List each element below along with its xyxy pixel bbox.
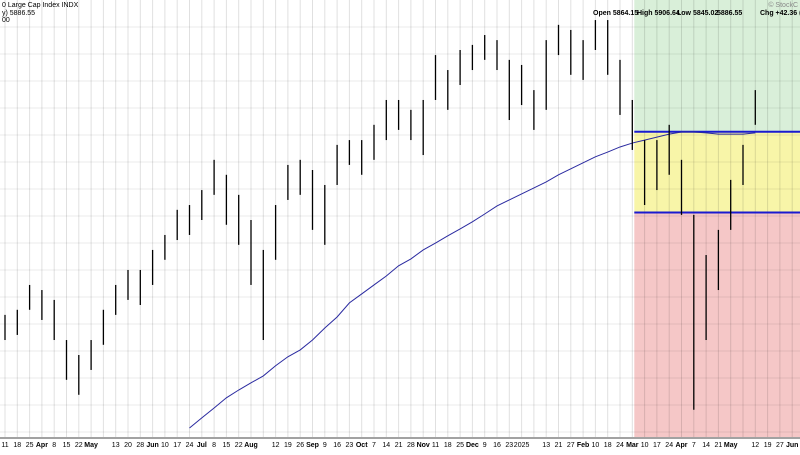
legend-line: 00 [2,17,10,24]
x-tick-label: 23 [346,442,354,449]
legend-line: y) 5886.55 [2,10,35,17]
x-tick-label: 28 [407,442,415,449]
x-tick-label: 22 [75,442,83,449]
x-tick-label: Apr [36,442,48,449]
x-tick-label: 8 [52,442,56,449]
x-tick-label: Feb [577,442,589,449]
x-tick-label: 26 [296,442,304,449]
x-tick-label: 9 [323,442,327,449]
x-tick-label: Jun [786,442,798,449]
grid [0,0,800,437]
header-field: 5886.55 [717,10,742,17]
x-tick-label: 2025 [514,442,530,449]
x-tick-label: 11 [432,442,439,449]
zones [634,0,800,437]
x-tick-label: 15 [63,442,71,449]
marks [4,20,800,429]
x-tick-label: 21 [555,442,563,449]
x-tick-label: 27 [776,442,784,449]
header-field: Low 5845.02 [677,10,718,17]
chart-title: 0 Large Cap Index INDX [2,2,79,9]
x-tick-label: 16 [493,442,501,449]
x-tick-label: 9 [483,442,487,449]
x-tick-label: 13 [112,442,120,449]
x-tick-label: 17 [653,442,661,449]
x-tick-label: Oct [356,442,368,449]
zone [634,212,800,437]
x-tick-label: 25 [26,442,34,449]
watermark: © StockC [768,1,798,9]
header-field: High 5906.64 [637,10,680,17]
x-tick-label: 21 [715,442,723,449]
x-labels: 11 18 25 Apr 8 15 22 May 13 20 28 Jun 10 17 24 Jul 8 15 22… [1,442,798,449]
x-tick-label: 18 [604,442,612,449]
x-tick-label: 8 [212,442,216,449]
x-tick-label: 19 [764,442,772,449]
x-tick-label: 19 [284,442,292,449]
x-tick-label: 24 [616,442,624,449]
x-tick-label: Nov [417,442,430,449]
x-tick-label: 7 [692,442,696,449]
x-tick-label: Jun [146,442,158,449]
x-tick-label: 14 [382,442,390,449]
x-tick-label: 7 [372,442,376,449]
zone [634,0,800,132]
x-tick-label: 13 [542,442,550,449]
header-field: Open 5864.15 [593,10,638,17]
header-field: Chg +42.36 (+ [760,10,800,17]
x-tick-label: 21 [395,442,403,449]
zone [634,131,800,213]
x-tick-label: 12 [272,442,280,449]
x-tick-label: 10 [161,442,169,449]
x-tick-label: 12 [751,442,759,449]
x-tick-label: 15 [223,442,231,449]
x-tick-label: May [84,442,98,449]
x-tick-label: 10 [641,442,649,449]
x-tick-label: Jul [197,442,207,449]
x-tick-label: 18 [13,442,21,449]
x-tick-label: 10 [592,442,600,449]
x-tick-label: 25 [456,442,464,449]
x-tick-label: 20 [124,442,132,449]
x-tick-label: 27 [567,442,575,449]
x-tick-label: Dec [466,442,479,449]
x-tick-label: Aug [244,442,258,449]
x-tick-label: 17 [173,442,181,449]
x-tick-label: 28 [136,442,144,449]
x-tick-label: 11 [1,442,8,449]
x-tick-label: Sep [306,442,319,449]
moving-average [189,131,756,429]
x-tick-label: Mar [626,442,639,449]
x-tick-label: 18 [444,442,452,449]
x-tick-label: 22 [235,442,243,449]
x-tick-label: 23 [505,442,513,449]
x-tick-label: Apr [675,442,687,449]
x-tick-label: 14 [702,442,710,449]
x-tick-label: 24 [186,442,194,449]
x-tick-label: 16 [333,442,341,449]
x-tick-label: 24 [665,442,673,449]
x-tick-label: May [724,442,738,449]
